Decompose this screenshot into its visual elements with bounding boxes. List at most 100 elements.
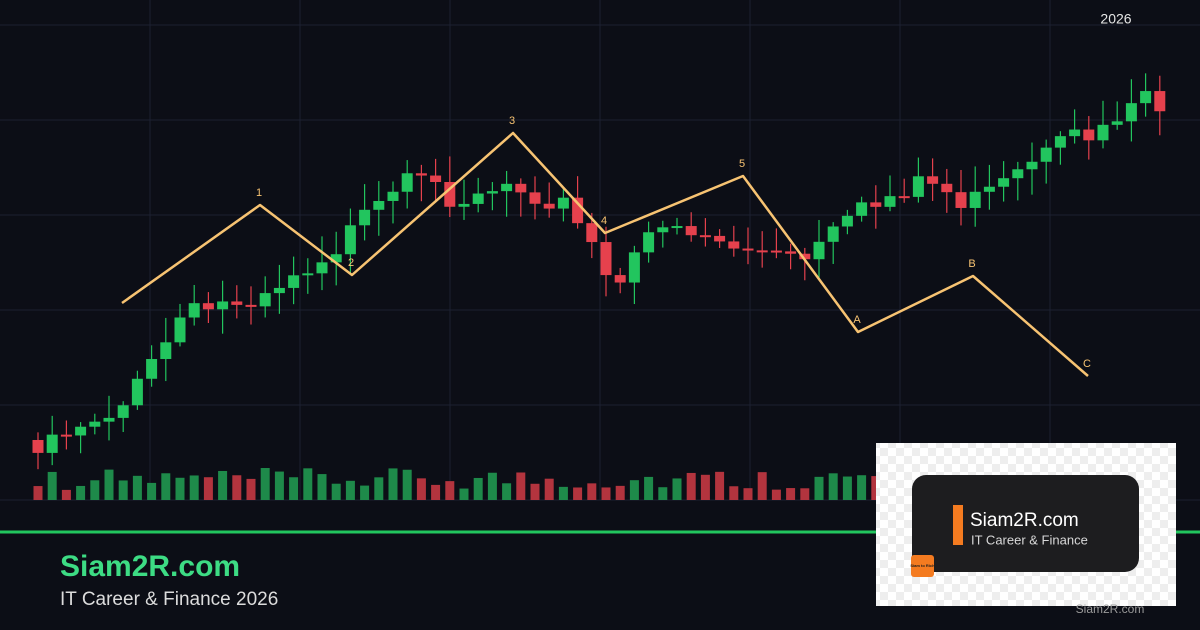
candle-body	[799, 253, 811, 260]
volume-bar	[502, 483, 512, 500]
volume-bar	[189, 475, 199, 500]
logo-subtitle: IT Career & Finance	[971, 532, 1088, 547]
candle-body	[174, 317, 186, 343]
volume-bar	[842, 476, 852, 500]
volume-bar	[175, 477, 185, 500]
candle-body	[841, 215, 853, 227]
candle-body	[401, 173, 413, 192]
candle-body	[543, 203, 555, 209]
volume-bar	[587, 483, 597, 500]
volume-bar	[644, 476, 654, 500]
candle-body	[941, 183, 953, 193]
watermark: Siam2R.com	[1076, 602, 1145, 616]
candle-body	[1012, 169, 1024, 179]
candle-body	[415, 173, 427, 176]
wave-label: 1	[256, 187, 262, 199]
volume-bar	[459, 488, 469, 500]
candle-body	[444, 182, 456, 207]
candle-body	[1083, 129, 1095, 141]
volume-bar	[218, 470, 228, 500]
candle-body	[160, 342, 172, 359]
candle-body	[60, 434, 72, 437]
candle-body	[259, 293, 271, 307]
year-label: 2026	[1100, 11, 1131, 27]
candle-body	[302, 273, 314, 276]
volume-bar	[558, 486, 568, 500]
candle-body	[998, 178, 1010, 187]
candle-body	[955, 192, 967, 208]
candle-body	[472, 193, 484, 204]
candle-body	[983, 186, 995, 192]
candle-body	[1026, 161, 1038, 170]
volume-bar	[800, 488, 810, 500]
candle-body	[643, 232, 655, 253]
volume-bar	[487, 472, 497, 500]
wave-label: 2	[348, 257, 354, 269]
candle-body	[458, 203, 470, 207]
logo-panel: Siam2R.com IT Career & Finance Siam to R…	[876, 443, 1176, 616]
candle-body	[1125, 103, 1137, 122]
candle-body	[628, 252, 640, 283]
wave-label: C	[1083, 358, 1091, 370]
candle-body	[884, 196, 896, 207]
volume-bar	[118, 480, 128, 500]
volume-bar	[388, 468, 398, 500]
footer-title: Siam2R.com	[60, 550, 240, 583]
grid	[0, 0, 1200, 501]
volume-bar	[700, 474, 710, 500]
volume-bar	[729, 486, 739, 500]
candle-body	[657, 227, 669, 233]
candle-body	[572, 197, 584, 224]
candle-body	[273, 287, 285, 294]
candle-body	[813, 241, 825, 260]
candle-body	[756, 250, 768, 253]
wave-label: 5	[739, 158, 745, 170]
volume-bar	[274, 471, 284, 500]
candle-body	[1069, 129, 1081, 137]
volume-bar	[786, 488, 796, 500]
candle-body	[202, 303, 214, 310]
candle-body	[1111, 121, 1123, 125]
volume-bar	[132, 475, 142, 500]
volume-bar	[61, 489, 71, 500]
volume-bar	[303, 468, 313, 500]
volume-bar	[757, 472, 767, 500]
candle-body	[32, 440, 44, 453]
volume-bar	[516, 472, 526, 500]
volume-bar	[289, 477, 299, 500]
volume-bar	[473, 477, 483, 500]
volume-bar	[814, 476, 824, 500]
candle-body	[856, 202, 868, 216]
candle-body	[827, 226, 839, 242]
candle-body	[486, 191, 498, 194]
volume-bar	[686, 472, 696, 500]
volume-bar	[246, 478, 256, 500]
candle-body	[146, 358, 158, 379]
volume-bar	[76, 485, 86, 500]
volume-bar	[658, 487, 668, 500]
wave-label: A	[853, 314, 861, 326]
volume-bar	[615, 485, 625, 500]
candle-body	[728, 241, 740, 249]
candle-body	[870, 202, 882, 207]
wave-label: 3	[509, 115, 515, 127]
volume-bar	[374, 477, 384, 500]
wave-line	[121, 131, 1089, 377]
volume-bar	[857, 475, 867, 500]
candle-body	[600, 242, 612, 276]
volume-bar	[345, 480, 355, 500]
candle-body	[898, 196, 910, 199]
logo-card	[912, 475, 1139, 572]
volume-bar	[402, 469, 412, 500]
candle-body	[103, 417, 115, 422]
volume-bar	[360, 485, 370, 500]
volume-bar	[573, 487, 583, 500]
candle-body	[131, 378, 143, 406]
candle-body	[785, 251, 797, 254]
volume-bar	[104, 469, 114, 500]
volume-bar	[147, 482, 157, 500]
volume-bar	[629, 480, 639, 500]
candle-body	[245, 304, 257, 307]
